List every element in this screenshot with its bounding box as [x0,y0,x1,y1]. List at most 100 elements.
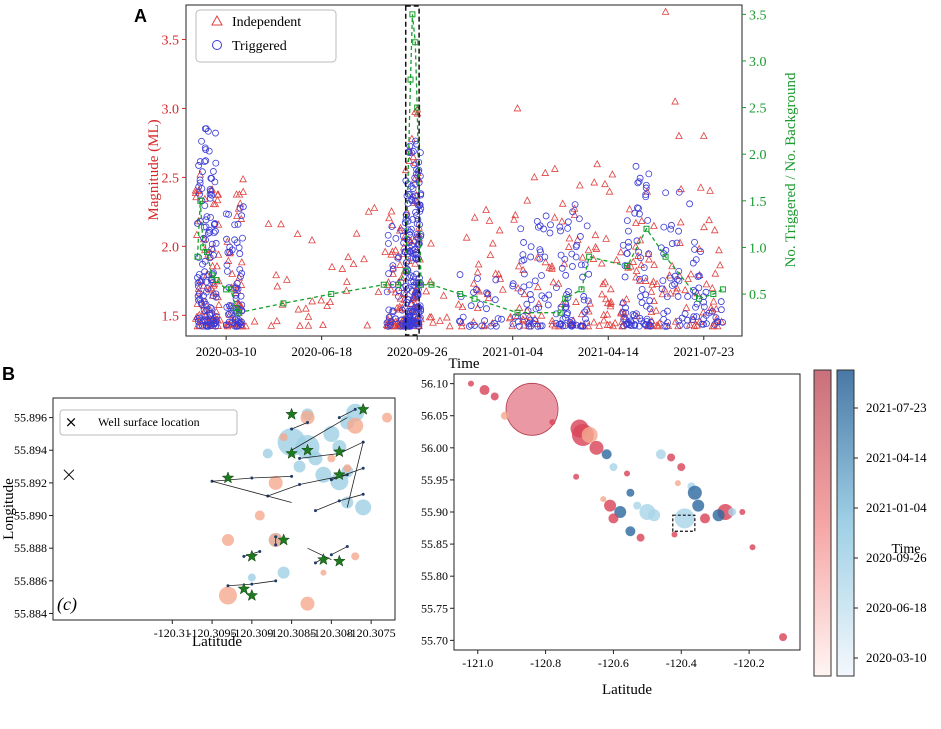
triggered-point [211,220,219,227]
triggered-point [552,284,560,292]
triggered-point [404,217,412,225]
event-circle [749,544,756,551]
triggered-point [233,280,241,287]
triggered-point [700,298,707,306]
independent-point [674,321,682,330]
independent-point [364,207,373,215]
triggered-point [383,319,391,327]
triggered-point [212,159,220,167]
triggered-point [385,240,392,247]
triggered-point [211,220,218,228]
y2-tick-label: 2.5 [749,102,767,117]
triggered-point [196,190,203,198]
triggered-point [642,181,650,189]
triggered-point [579,273,586,281]
triggered-point [201,268,209,276]
event-circle [674,508,695,529]
ratio-point [204,249,211,256]
independent-point [328,262,336,271]
triggered-point [695,284,703,292]
triggered-point [625,238,632,246]
triggered-point [675,227,682,235]
independent-point [695,270,704,278]
event-circle [343,464,352,473]
panel-b-right-xlabel: Latitude [602,682,652,698]
independent-point [599,279,607,288]
triggered-point [625,227,632,235]
triggered-point [619,241,627,249]
triggered-point [646,322,654,329]
independent-point [541,168,550,176]
triggered-point [525,320,533,327]
triggered-point [387,322,394,329]
independent-point [687,270,695,278]
stage-dot [226,584,230,588]
independent-point [598,290,606,298]
triggered-point [414,290,421,297]
triggered-point [201,158,208,166]
independent-point [712,304,721,313]
independent-point [625,205,634,213]
independent-point [338,264,347,272]
triggered-point [524,307,532,315]
independent-point [283,275,291,283]
connector-line [291,417,348,451]
triggered-point [491,320,498,327]
triggered-point [568,317,575,324]
triggered-point [568,320,576,328]
independent-point [442,313,451,321]
independent-point [495,226,504,234]
independent-point [454,300,463,308]
triggered-point [417,231,425,238]
triggered-point [661,322,669,330]
panel-b-left-chart: -120.31-120.3095-120.309-120.3085-120.30… [1,397,396,650]
star-marker [245,549,259,562]
triggered-point [692,303,699,311]
triggered-point [195,162,203,169]
highlight-box [672,514,696,532]
event-circle [479,385,490,396]
triggered-point [636,275,643,283]
triggered-point [636,174,644,182]
triggered-point [226,302,233,309]
triggered-point [526,316,534,324]
triggered-point [238,212,246,220]
triggered-point [569,208,577,216]
panel-a-ylabel: Magnitude (ML) [146,119,162,220]
star-marker [221,471,235,484]
triggered-point [195,282,202,290]
independent-point [706,186,714,194]
triggered-point [537,248,544,256]
stage-dot [361,466,365,470]
triggered-point [642,193,650,201]
event-circle [351,552,360,561]
triggered-point [684,316,691,324]
event-circle [589,440,604,455]
y-tick-label: 55.896 [14,411,47,425]
independent-point [660,285,669,293]
x-tick-label: -120.3085 [267,626,316,640]
x-tick-label: -120.2 [734,656,765,670]
triggered-point [630,312,638,320]
panel-b-right-yticks: 55.70 55.75 55.80 55.85 55.90 55.95 56.00 56.05… [421,377,454,647]
triggered-point [494,315,502,323]
independent-point [207,283,216,292]
triggered-point [203,316,211,323]
event-circle [382,412,393,423]
y-tick-label: 55.884 [14,606,47,620]
legend-box [195,9,337,63]
independent-point [525,312,533,320]
triggered-point [212,239,220,247]
triggered-point [690,313,698,321]
independent-point [690,321,699,330]
stage-dot [306,420,310,424]
independent-point [715,245,723,254]
triggered-point [208,321,216,329]
stage-dot [329,553,333,557]
triggered-point [694,273,702,280]
event-circle [626,488,635,497]
triggered-point [719,318,727,326]
star-marker [285,446,298,459]
ratio-point [280,300,287,307]
triggered-point [585,270,593,278]
